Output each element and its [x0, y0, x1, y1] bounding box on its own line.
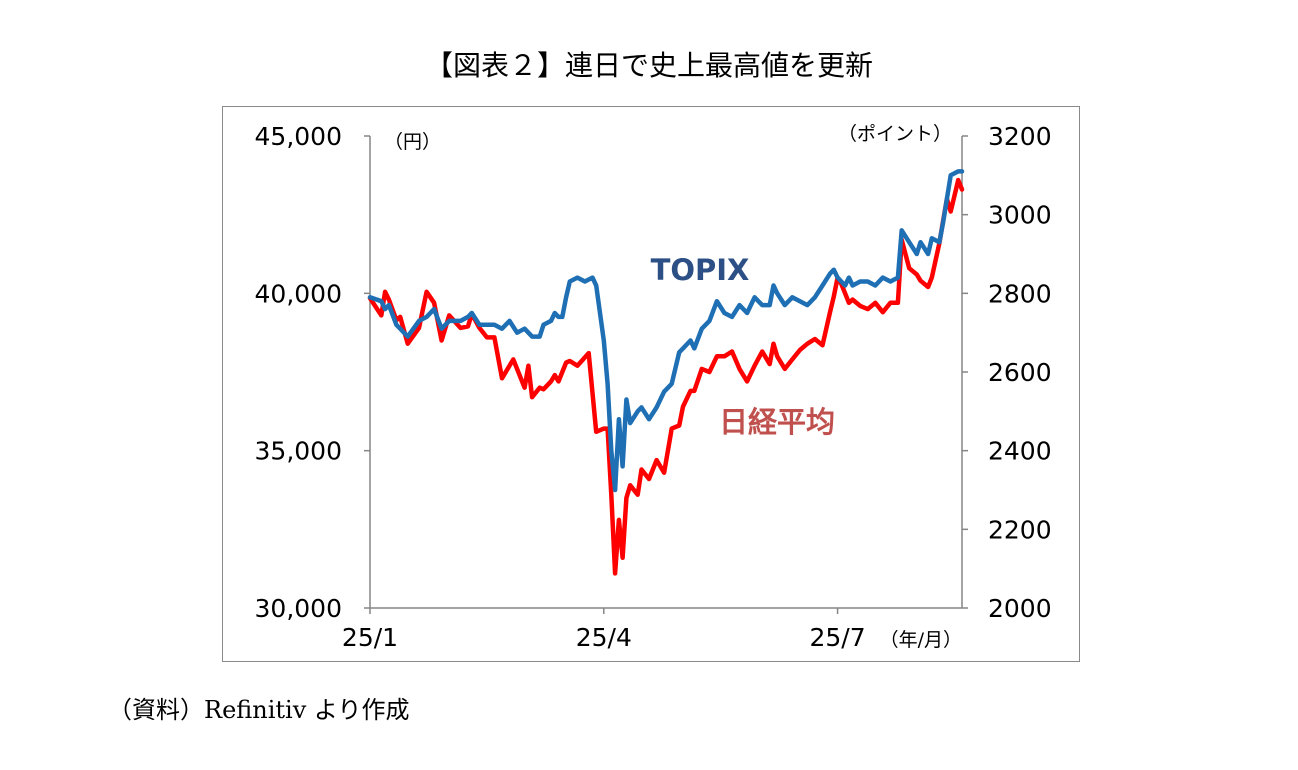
x-tick-label: 25/1 [342, 623, 398, 652]
x-tick-label: 25/4 [576, 623, 632, 652]
right-tick-label: 3200 [988, 122, 1052, 151]
left-tick-label: 45,000 [255, 122, 342, 151]
source-note: （資料）Refinitiv より作成 [108, 696, 410, 724]
series-layer [367, 169, 965, 576]
figure-title: 【図表２】連日で史上最高値を更新 [424, 49, 873, 82]
right-tick-label: 2200 [988, 515, 1052, 544]
series-line-nikkei [367, 177, 965, 576]
chart-frame [222, 106, 1080, 662]
left-tick-label: 30,000 [255, 594, 342, 623]
right-tick-label: 2000 [988, 594, 1052, 623]
left-tick-label: 35,000 [255, 437, 342, 466]
left-tick-label: 40,000 [255, 279, 342, 308]
right-unit-label: （ポイント） [838, 123, 952, 145]
right-tick-label: 2800 [988, 279, 1052, 308]
series-label-topix: TOPIX [651, 253, 750, 287]
left-unit-label: （円） [384, 131, 441, 153]
line-chart: 30,000 35,000 40,000 45,000 2000 2200 2400 2600… [255, 122, 1052, 652]
right-tick-label: 3000 [988, 201, 1052, 230]
right-tick-label: 2400 [988, 437, 1052, 466]
labels-layer: 30,000 35,000 40,000 45,000 2000 2200 2400 2600… [255, 122, 1052, 652]
series-line-topix [367, 169, 965, 493]
axes-layer [364, 135, 968, 614]
right-tick-label: 2600 [988, 358, 1052, 387]
x-tick-label: 25/7 [809, 623, 865, 652]
x-unit-label: （年/月） [880, 629, 962, 651]
series-label-nikkei: 日経平均 [719, 405, 835, 439]
